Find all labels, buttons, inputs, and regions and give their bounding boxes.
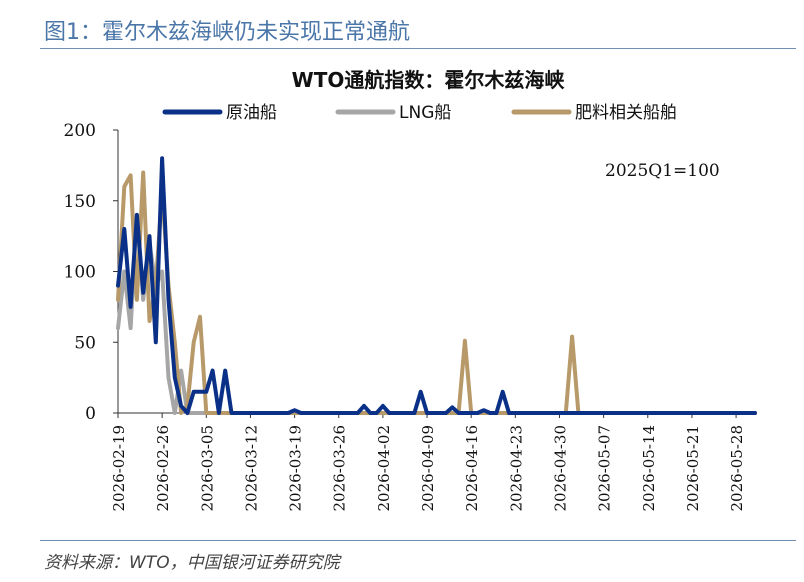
x-tick-label: 2026-03-12 [242,425,260,511]
series-line-1 [116,156,757,415]
figure-title: 图1：霍尔木兹海峡仍未实现正常通航 [44,20,410,45]
x-tick-label: 2026-02-26 [154,425,172,511]
x-tick-label: 2026-03-26 [331,425,349,511]
x-tick-label: 2026-03-19 [287,425,305,511]
x-tick-label: 2026-05-07 [596,425,614,511]
x-tick-label: 2026-04-30 [551,425,569,511]
bottom-rule [40,540,796,541]
y-tick-label: 200 [64,121,96,141]
x-tick-label: 2026-05-21 [684,425,702,511]
x-tick-label: 2026-05-14 [640,425,658,511]
y-tick-label: 50 [74,333,96,353]
chart-title: WTO通航指数：霍尔木兹海峡 [292,68,566,92]
x-tick-label: 2026-03-05 [198,425,216,511]
y-tick-label: 100 [64,263,96,283]
x-tick-label: 2026-04-09 [419,425,437,511]
base-annotation: 2025Q1=100 [605,161,720,181]
x-tick-label: 2026-02-19 [110,425,128,511]
x-tick-label: 2026-04-16 [463,425,481,511]
x-tick-label: 2026-04-02 [375,425,393,511]
y-tick-label: 0 [85,404,96,424]
source-note: 资料来源：WTO，中国银河证券研究院 [44,553,340,573]
y-tick-label: 150 [64,192,96,212]
plot-area [116,156,757,415]
x-axis: 2026-02-19 2026-02-26 2026-03-05 2026-03-12… [110,412,755,511]
legend-label: 原油船 [226,103,277,123]
legend-label: LNG船 [399,103,451,123]
x-tick-label: 2026-05-28 [728,425,746,511]
x-tick-label: 2026-04-23 [507,425,525,511]
y-axis: 0 50 100 150 200 [64,121,119,424]
legend: 原油船 LNG船 肥料相关船舶 [162,103,677,123]
legend-label: 肥料相关船舶 [575,103,677,123]
top-rule [40,48,796,49]
